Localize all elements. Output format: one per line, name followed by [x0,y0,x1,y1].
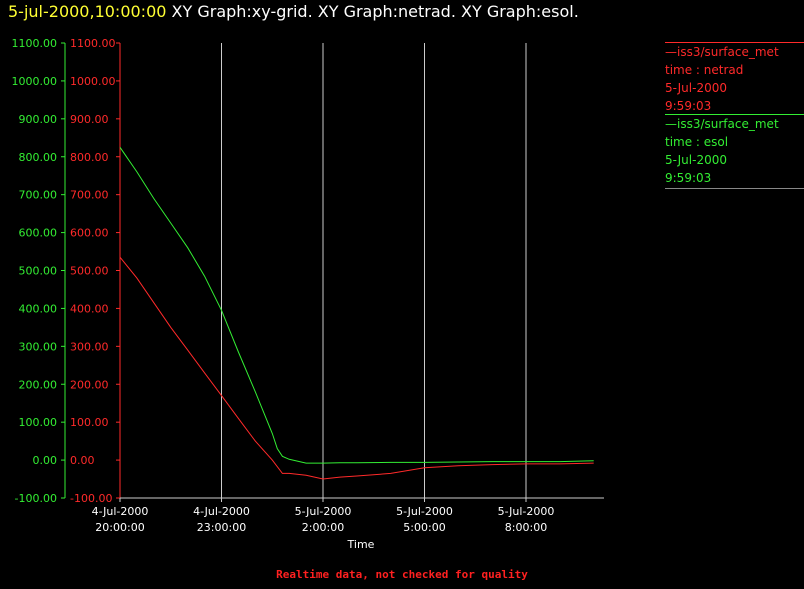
x-tick-label-date: 4-Jul-2000 [92,505,149,518]
y-tick-label-red: 400.00 [70,302,109,315]
y-tick-label-green: 500.00 [19,265,58,278]
y-tick-label-red: 0.00 [70,454,95,467]
y-tick-label-red: 900.00 [70,113,109,126]
legend-netrad-date: 5-Jul-2000 [665,81,727,95]
x-tick-label-time: 23:00:00 [197,521,246,534]
legend-esol-source: —iss3/surface_met [665,117,779,131]
y-tick-label-green: 600.00 [19,227,58,240]
series-line-esol [119,147,594,464]
y-tick-label-green: 300.00 [19,340,58,353]
series-line-netrad [119,256,594,480]
y-tick-label-green: 900.00 [19,113,58,126]
legend-esol-time: 9:59:03 [665,171,712,185]
y-tick-label-red: 700.00 [70,189,109,202]
y-tick-label-green: -100.00 [15,492,57,505]
x-tick-label-date: 5-Jul-2000 [396,505,453,518]
y-tick-label-green: 700.00 [19,189,58,202]
header-timestamp: 5-jul-2000,10:00:00 [8,2,167,21]
legend-netrad-time: 9:59:03 [665,99,712,113]
x-tick-label-time: 20:00:00 [95,521,144,534]
legend-esol-date: 5-Jul-2000 [665,153,727,167]
x-tick-label-date: 5-Jul-2000 [295,505,352,518]
y-tick-label-red: 1000.00 [70,75,116,88]
legend-netrad-source: —iss3/surface_met [665,45,779,59]
y-tick-label-red: 1100.00 [70,37,116,50]
x-tick-label-time: 5:00:00 [403,521,445,534]
y-tick-label-red: -100.00 [70,492,112,505]
y-tick-label-red: 600.00 [70,227,109,240]
legend-netrad-variable: time : netrad [665,63,744,77]
legend-entry-netrad: —iss3/surface_met time : netrad 5-Jul-20… [665,42,804,115]
x-tick-label-date: 4-Jul-2000 [193,505,250,518]
x-tick-label-date: 5-Jul-2000 [498,505,555,518]
y-tick-label-red: 800.00 [70,151,109,164]
y-tick-label-green: 800.00 [19,151,58,164]
y-tick-label-red: 100.00 [70,416,109,429]
y-tick-label-red: 500.00 [70,265,109,278]
y-tick-label-green: 100.00 [19,416,58,429]
quality-notice: Realtime data, not checked for quality [276,568,528,581]
x-tick-label-time: 2:00:00 [302,521,344,534]
y-tick-label-red: 200.00 [70,378,109,391]
header-graph-list: XY Graph:xy-grid. XY Graph:netrad. XY Gr… [171,2,579,21]
y-tick-label-red: 300.00 [70,340,109,353]
y-tick-label-green: 0.00 [33,454,58,467]
x-tick-label-time: 8:00:00 [505,521,547,534]
legend-esol-variable: time : esol [665,135,729,149]
y-tick-label-green: 400.00 [19,302,58,315]
y-tick-label-green: 1000.00 [12,75,58,88]
y-tick-label-green: 200.00 [19,378,58,391]
chart-header: 5-jul-2000,10:00:00 XY Graph:xy-grid. XY… [8,2,579,21]
y-tick-label-green: 1100.00 [12,37,58,50]
legend-entry-esol: —iss3/surface_met time : esol 5-Jul-2000… [665,114,804,189]
x-axis-label: Time [347,538,375,551]
